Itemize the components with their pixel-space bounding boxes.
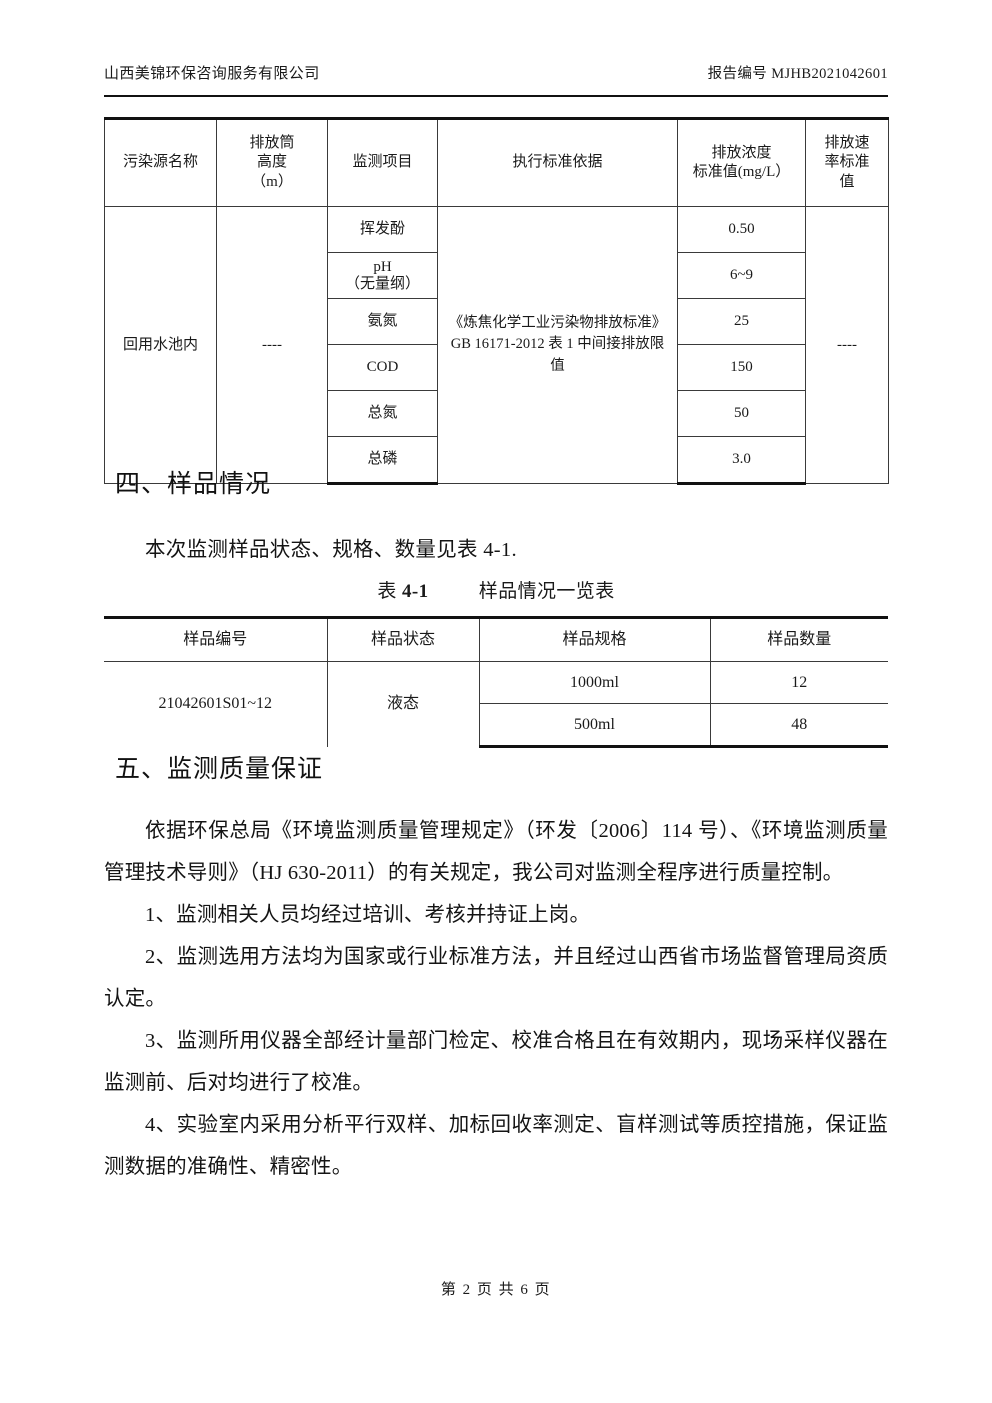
cell-sample-spec: 500ml bbox=[479, 703, 711, 748]
cell-stack-height: ---- bbox=[216, 206, 328, 484]
rate-limit-line2: 率标准 bbox=[824, 154, 870, 171]
header-company: 山西美锦环保咨询服务有限公司 bbox=[104, 66, 320, 82]
conc-limit-line2: 标准值(mg/L） bbox=[692, 164, 791, 180]
stack-height-line2: 高度 bbox=[256, 154, 287, 171]
page-footer: 第 2 页 共 6 页 bbox=[440, 1282, 552, 1298]
table-header-row: 样品编号 样品状态 样品规格 样品数量 bbox=[104, 616, 888, 662]
col-header-sample-no: 样品编号 bbox=[104, 616, 328, 662]
table-row: 回用水池内 ---- 挥发酚 《炼焦化学工业污染物排放标准》GB 16171-2… bbox=[104, 206, 889, 484]
cell-concentration-limit: 3.0 bbox=[677, 436, 806, 485]
samples-table: 样品编号 样品状态 样品规格 样品数量 21042601S01~12 液态 10… bbox=[104, 616, 888, 748]
table-row: 21042601S01~12 液态 1000ml 12 bbox=[104, 661, 888, 747]
monitor-item-line2: （无量纲） bbox=[344, 275, 420, 292]
cell-sample-state: 液态 bbox=[327, 661, 480, 747]
table-row: 500ml 48 bbox=[104, 703, 888, 748]
stack-height-line1: 排放筒 bbox=[249, 135, 295, 152]
table-row: 氨氮 25 bbox=[105, 298, 889, 345]
rate-limit-line1: 排放速 bbox=[824, 135, 870, 152]
cell-concentration-limit: 25 bbox=[677, 298, 806, 345]
table-header-row: 污染源名称 排放筒 高度 （m） 监测项目 执行标准依据 排放浓度 标准值(mg… bbox=[104, 117, 889, 207]
section-five-body: 依据环保总局《环境监测质量管理规定》（环发〔2006〕114 号）、《环境监测质… bbox=[104, 810, 888, 1188]
col-header-stack-height: 排放筒 高度 （m） bbox=[216, 117, 328, 207]
cell-source-name: 回用水池内 bbox=[104, 206, 217, 484]
table-row: COD 150 bbox=[105, 344, 889, 391]
running-header: 山西美锦环保咨询服务有限公司 报告编号 MJHB2021042601 bbox=[104, 62, 888, 83]
samples-table-wrapper: 样品编号 样品状态 样品规格 样品数量 21042601S01~12 液态 10… bbox=[104, 616, 888, 748]
col-header-monitor-item: 监测项目 bbox=[327, 117, 438, 207]
col-header-source-name: 污染源名称 bbox=[104, 117, 217, 207]
qa-paragraph-4: 4、实验室内采用分析平行双样、加标回收率测定、盲样测试等质控措施，保证监测数据的… bbox=[104, 1114, 888, 1178]
cell-standard-basis: 《炼焦化学工业污染物排放标准》GB 16171-2012 表 1 中间接排放限值 bbox=[437, 206, 678, 484]
col-header-sample-spec: 样品规格 bbox=[479, 616, 711, 662]
section-four-intro-paragraph: 本次监测样品状态、规格、数量见表 4-1. bbox=[145, 539, 517, 561]
standards-table-wrapper: 污染源名称 排放筒 高度 （m） 监测项目 执行标准依据 排放浓度 标准值(mg… bbox=[104, 117, 889, 485]
stack-height-line3: （m） bbox=[251, 173, 293, 190]
qa-paragraph-3: 3、监测所用仪器全部经计量部门检定、校准合格且在有效期内，现场采样仪器在监测前、… bbox=[104, 1030, 888, 1094]
cell-monitor-item: 总磷 bbox=[327, 436, 438, 485]
cell-sample-no: 21042601S01~12 bbox=[104, 661, 328, 747]
rate-limit-line3: 值 bbox=[839, 173, 855, 190]
cell-sample-qty: 48 bbox=[710, 703, 888, 748]
qa-paragraph-1: 1、监测相关人员均经过培训、考核并持证上岗。 bbox=[145, 904, 591, 926]
section-heading-four: 四、样品情况 bbox=[115, 469, 272, 498]
cell-emission-rate: ---- bbox=[805, 206, 889, 484]
cell-sample-spec: 1000ml bbox=[479, 661, 711, 704]
caption-number: 4-1 bbox=[401, 581, 429, 602]
standards-table: 污染源名称 排放筒 高度 （m） 监测项目 执行标准依据 排放浓度 标准值(mg… bbox=[104, 117, 889, 485]
qa-paragraph-2: 2、监测选用方法均为国家或行业标准方法，并且经过山西省市场监督管理局资质认定。 bbox=[104, 946, 888, 1010]
cell-monitor-item: 氨氮 bbox=[327, 298, 438, 345]
cell-concentration-limit: 50 bbox=[677, 390, 806, 437]
cell-monitor-item: 总氮 bbox=[327, 390, 438, 437]
cell-concentration-limit: 150 bbox=[677, 344, 806, 391]
caption-prefix: 表 bbox=[377, 581, 397, 602]
section-heading-five: 五、监测质量保证 bbox=[115, 754, 324, 783]
conc-limit-line1: 排放浓度 bbox=[711, 144, 772, 161]
cell-sample-qty: 12 bbox=[710, 661, 888, 704]
col-header-sample-state: 样品状态 bbox=[327, 616, 480, 662]
col-header-rate-limit: 排放速 率标准 值 bbox=[805, 117, 889, 207]
cell-concentration-limit: 0.50 bbox=[677, 206, 806, 253]
cell-concentration-limit: 6~9 bbox=[677, 252, 806, 299]
monitor-item-line1: pH bbox=[373, 258, 392, 275]
caption-title: 样品情况一览表 bbox=[478, 581, 615, 602]
cell-monitor-item: 挥发酚 bbox=[327, 206, 438, 253]
header-report-number: 报告编号 MJHB2021042601 bbox=[707, 66, 888, 82]
table-row: 总氮 50 bbox=[105, 390, 889, 437]
col-header-sample-qty: 样品数量 bbox=[710, 616, 888, 662]
qa-paragraph-intro: 依据环保总局《环境监测质量管理规定》（环发〔2006〕114 号）、《环境监测质… bbox=[104, 820, 888, 884]
col-header-concentration-limit: 排放浓度 标准值(mg/L） bbox=[677, 117, 806, 207]
table-caption-4-1: 表 4-1 样品情况一览表 bbox=[104, 576, 888, 603]
cell-monitor-item: pH （无量纲） bbox=[327, 252, 438, 299]
table-row: 总磷 3.0 bbox=[105, 436, 889, 485]
cell-monitor-item: COD bbox=[327, 344, 438, 391]
col-header-standard-basis: 执行标准依据 bbox=[437, 117, 678, 207]
table-row: pH （无量纲） 6~9 bbox=[105, 252, 889, 299]
header-rule bbox=[104, 95, 888, 97]
